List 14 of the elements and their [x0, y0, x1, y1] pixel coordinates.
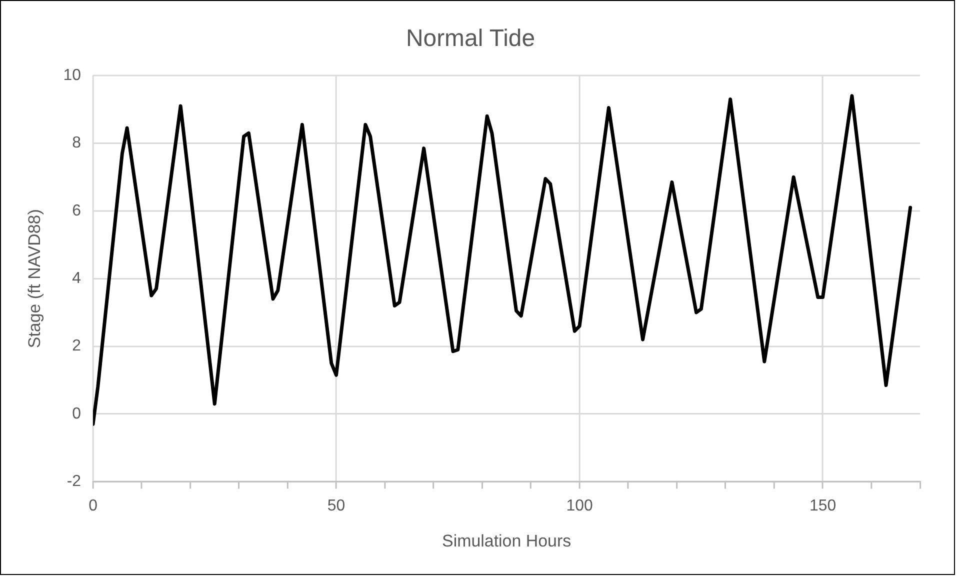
chart-title: Normal Tide: [406, 24, 536, 52]
y-tick-label: 8: [72, 134, 82, 152]
y-tick-label: 4: [72, 270, 82, 288]
x-tick-label: 0: [88, 498, 98, 515]
y-tick-label: 6: [72, 202, 82, 220]
y-tick-label: 2: [72, 338, 82, 355]
y-tick-label: 10: [63, 66, 82, 84]
x-axis-title: Simulation Hours: [442, 532, 572, 551]
y-axis-title: Stage (ft NAVD88): [24, 209, 44, 348]
x-tick-label: 150: [809, 498, 836, 515]
y-tick-label: 0: [72, 405, 82, 422]
x-tick-label: 100: [566, 498, 593, 515]
y-tick-label: -2: [66, 473, 82, 490]
x-tick-label: 50: [327, 498, 346, 515]
